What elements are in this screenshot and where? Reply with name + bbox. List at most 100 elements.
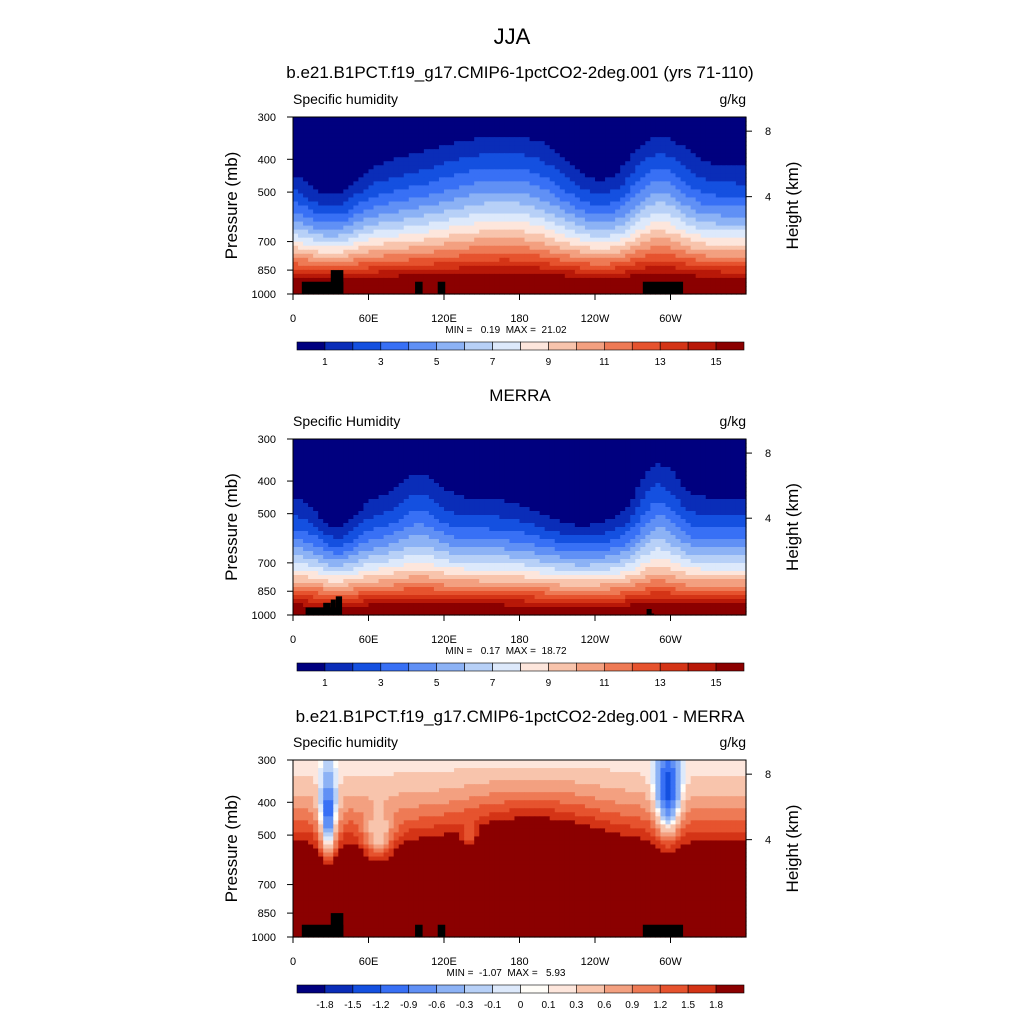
contour-cell [605, 161, 611, 166]
contour-cell [499, 249, 505, 255]
contour-cell [348, 201, 354, 207]
contour-cell [675, 213, 682, 219]
contour-cell [660, 459, 667, 464]
contour-cell [343, 467, 349, 472]
contour-cell [675, 149, 682, 154]
contour-cell [433, 447, 440, 452]
contour-cell [459, 451, 465, 456]
contour-cell [444, 137, 450, 142]
contour-cell [720, 467, 727, 472]
contour-cell [474, 117, 480, 122]
contour-cell [620, 463, 626, 468]
contour-cell [323, 257, 329, 263]
contour-cell [559, 133, 566, 138]
contour-cell [529, 169, 536, 174]
contour-cell [323, 225, 329, 231]
contour-cell [373, 197, 380, 203]
contour-cell [539, 269, 546, 275]
contour-cell [298, 459, 304, 464]
contour-cell [403, 245, 410, 251]
contour-cell [554, 177, 561, 182]
contour-cell [685, 253, 692, 259]
contour-cell [469, 153, 475, 158]
contour-cell [549, 225, 556, 231]
contour-cell [298, 181, 304, 186]
contour-cell [640, 213, 646, 219]
contour-cell [569, 241, 576, 247]
contour-cell [600, 233, 606, 239]
contour-cell [685, 169, 692, 174]
contour-cell [393, 229, 400, 235]
contour-cell [630, 129, 636, 134]
contour-cell [499, 221, 505, 227]
contour-cell [318, 117, 324, 122]
contour-cell [625, 273, 631, 279]
contour-cell [484, 277, 490, 283]
contour-cell [333, 141, 339, 146]
contour-cell [735, 129, 742, 134]
contour-cell [494, 197, 500, 203]
contour-cell [574, 145, 581, 150]
contour-cell [574, 447, 581, 452]
contour-cell [610, 213, 616, 219]
colorbar-label: 11 [599, 357, 610, 368]
contour-cell [358, 261, 365, 267]
contour-cell [484, 289, 490, 295]
contour-cell [363, 447, 370, 452]
contour-cell [423, 161, 430, 166]
contour-cell [680, 459, 687, 464]
contour-cell [685, 225, 692, 231]
contour-cell [449, 121, 455, 126]
contour-cell [509, 161, 516, 166]
contour-cell [554, 201, 561, 207]
contour-cell [303, 439, 309, 444]
contour-cell [705, 121, 712, 126]
contour-cell [695, 217, 702, 223]
y-tick-label: 300 [258, 112, 276, 124]
contour-cell [438, 133, 445, 138]
contour-cell [303, 265, 309, 271]
contour-cell [328, 125, 334, 130]
contour-cell [383, 181, 390, 186]
colorbar-swatch [324, 341, 354, 351]
contour-cell [554, 479, 561, 484]
contour-cell [735, 133, 742, 138]
contour-cell [600, 261, 606, 267]
contour-cell [474, 289, 480, 295]
contour-cell [459, 173, 465, 178]
contour-cell [584, 479, 591, 484]
contour-cell [464, 173, 470, 178]
contour-cell [509, 285, 516, 291]
contour-cell [368, 133, 375, 138]
contour-cell [685, 181, 692, 186]
contour-cell [408, 221, 415, 227]
contour-cell [383, 193, 390, 199]
contour-cell [318, 459, 324, 464]
contour-cell [509, 121, 516, 126]
contour-cell [665, 261, 672, 267]
contour-cell [479, 145, 485, 150]
contour-cell [318, 157, 324, 162]
contour-cell [469, 185, 475, 191]
contour-cell [544, 129, 551, 134]
contour-cell [715, 201, 722, 207]
contour-cell [393, 125, 400, 130]
contour-cell [740, 205, 747, 211]
contour-cell [393, 213, 400, 219]
contour-cell [514, 285, 521, 291]
contour-cell [509, 463, 516, 468]
contour-cell [574, 221, 581, 227]
contour-cell [298, 197, 304, 203]
contour-cell [680, 467, 687, 472]
contour-cell [484, 269, 490, 275]
contour-cell [489, 233, 495, 239]
contour-cell [539, 145, 546, 150]
contour-cell [569, 289, 576, 295]
contour-cell [584, 137, 591, 142]
contour-cell [353, 249, 360, 255]
contour-cell [595, 173, 601, 178]
contour-cell [705, 443, 712, 448]
contour-cell [438, 129, 445, 134]
contour-cell [388, 225, 395, 231]
contour-cell [605, 245, 611, 251]
